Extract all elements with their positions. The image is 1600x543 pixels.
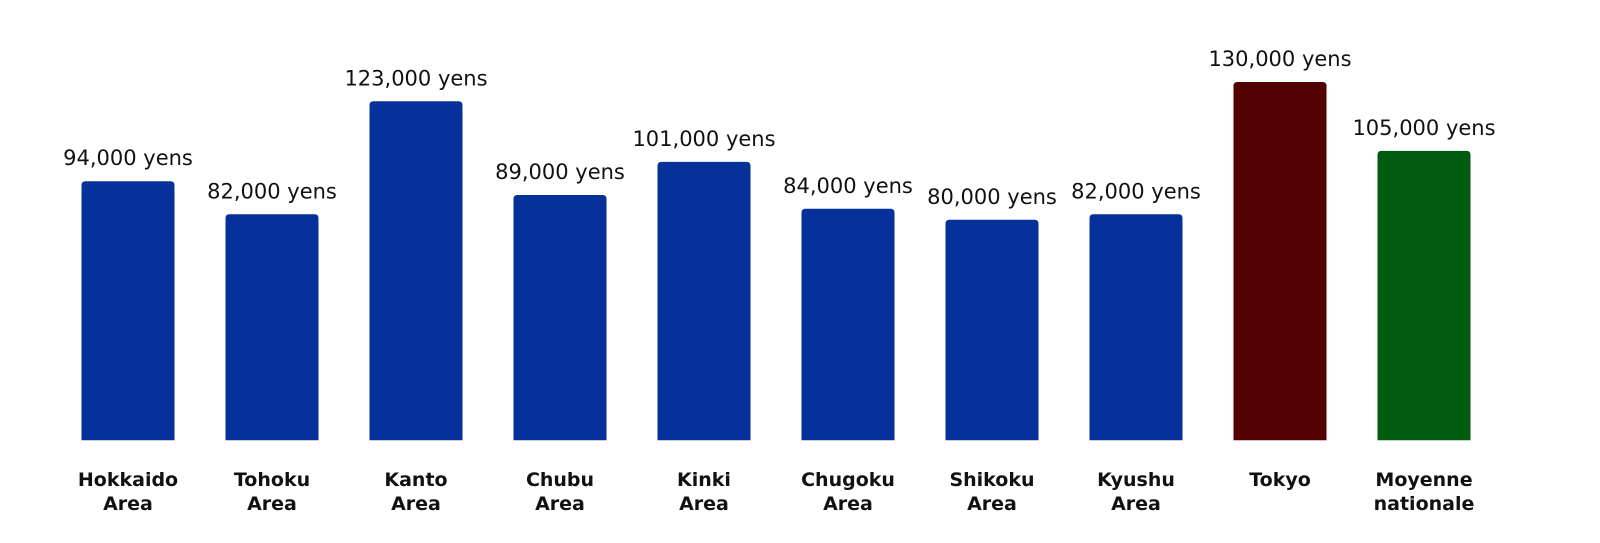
x-tick-label: Kinki Area (677, 469, 731, 515)
bar (945, 219, 1039, 441)
bar (369, 101, 463, 441)
x-tick-label: Chubu Area (525, 469, 595, 515)
value-label: 94,000 yens (63, 146, 193, 170)
x-tick-label: Shikoku Area (949, 469, 1035, 515)
bar (1089, 214, 1183, 441)
x-tick-label: Chugoku Area (801, 469, 895, 515)
bar (1233, 82, 1327, 441)
x-tick-label: Kanto Area (384, 469, 448, 515)
value-label: 89,000 yens (495, 160, 625, 184)
bar (225, 214, 319, 441)
x-tick-label-box: Chugoku Area (768, 468, 928, 516)
x-tick-label-box: Tohoku Area (192, 468, 352, 516)
value-label: 80,000 yens (927, 185, 1057, 209)
value-label: 130,000 yens (1208, 47, 1351, 71)
x-tick-label-box: Moyenne nationale (1344, 468, 1504, 516)
value-label: 101,000 yens (632, 127, 775, 151)
x-tick-label-box: Kanto Area (336, 468, 496, 516)
x-tick-label-box: Kinki Area (624, 468, 784, 516)
x-tick-label: Hokkaido Area (77, 469, 179, 515)
x-tick-label: Tokyo (1249, 469, 1311, 491)
x-tick-label-box: Kyushu Area (1056, 468, 1216, 516)
x-tick-label: Kyushu Area (1097, 469, 1175, 515)
bar (513, 194, 607, 441)
value-label: 84,000 yens (783, 174, 913, 198)
x-tick-label: Tohoku Area (233, 469, 311, 515)
x-tick-label-box: Tokyo (1200, 468, 1360, 492)
x-tick-label-box: Hokkaido Area (48, 468, 208, 516)
bar (657, 161, 751, 441)
bar (801, 208, 895, 441)
bar (81, 181, 175, 441)
value-label: 123,000 yens (344, 66, 487, 90)
value-label: 82,000 yens (1071, 179, 1201, 203)
bar (1377, 150, 1471, 441)
x-tick-label-box: Chubu Area (480, 468, 640, 516)
x-tick-label: Moyenne nationale (1373, 469, 1475, 515)
value-label: 82,000 yens (207, 179, 337, 203)
value-label: 105,000 yens (1352, 116, 1495, 140)
x-tick-label-box: Shikoku Area (912, 468, 1072, 516)
